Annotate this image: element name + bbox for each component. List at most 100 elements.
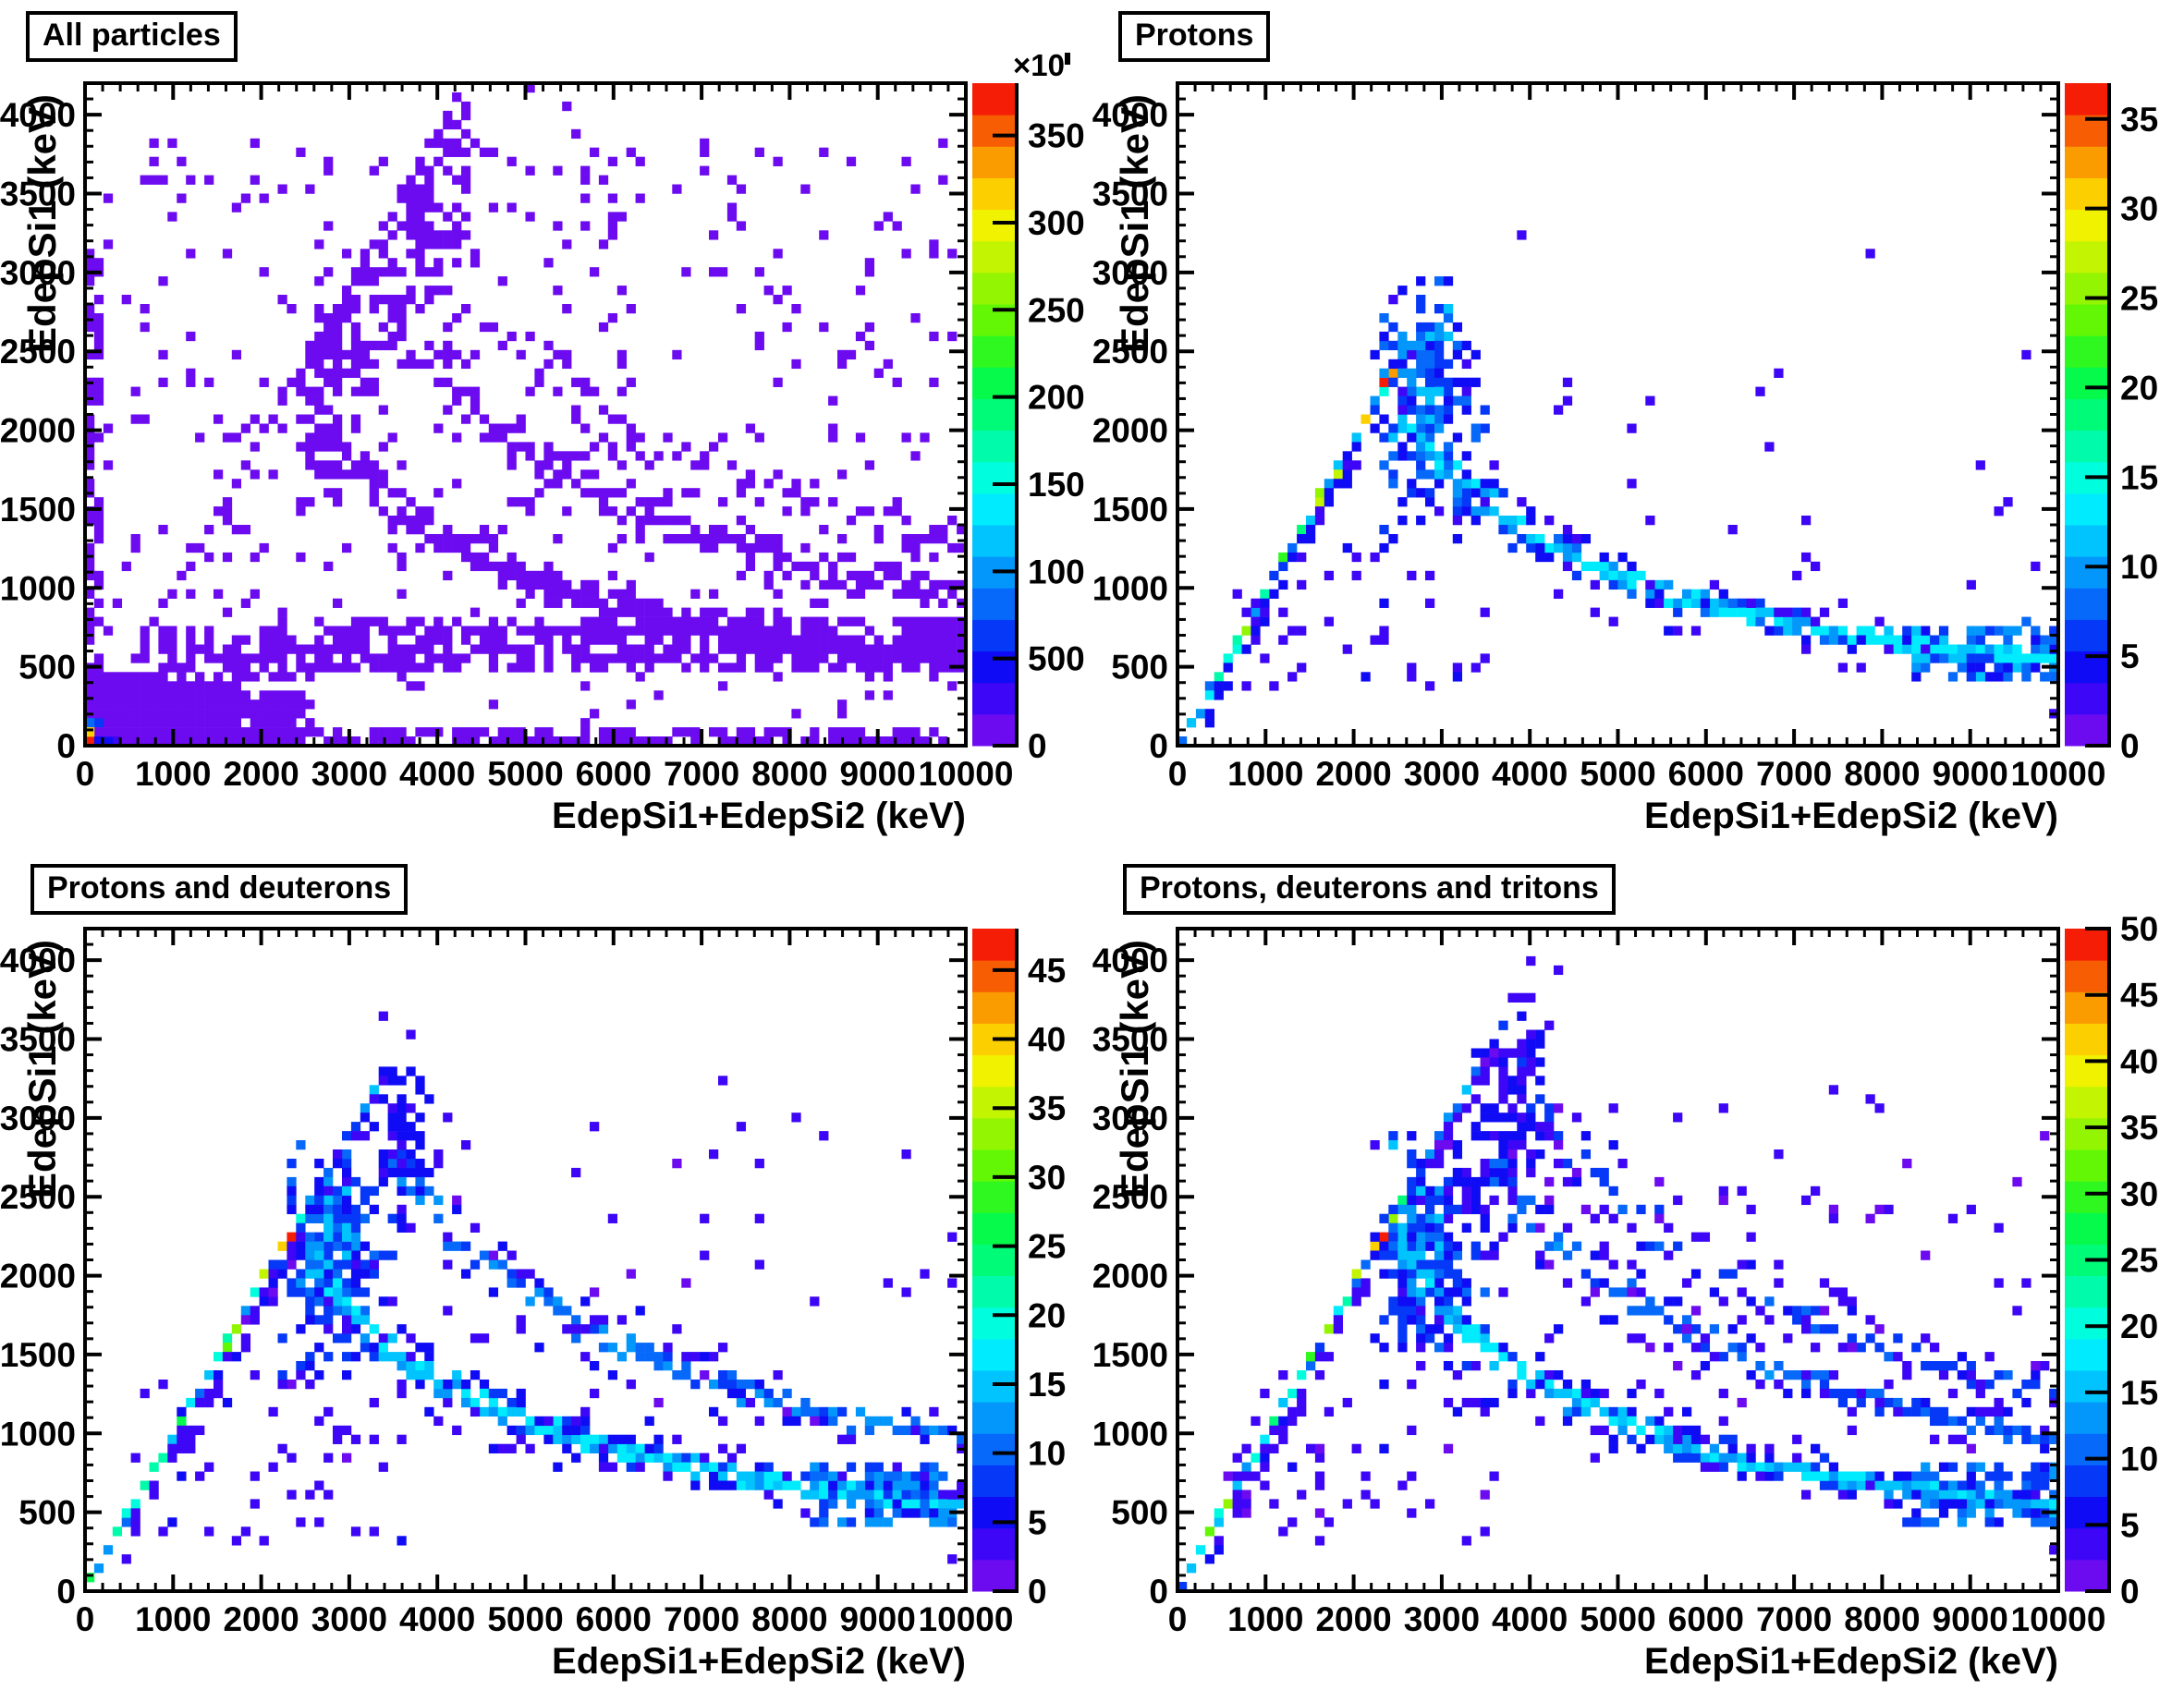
bin: [1554, 405, 1564, 415]
bin: [360, 349, 371, 360]
bin: [415, 1131, 425, 1141]
bin: [892, 1462, 902, 1472]
bin: [1599, 1176, 1609, 1187]
bin: [1443, 469, 1454, 480]
bin: [1664, 598, 1674, 608]
bin: [644, 516, 654, 526]
bin: [85, 626, 95, 636]
bin: [1819, 626, 1830, 636]
bin: [736, 1443, 747, 1453]
bin: [1874, 1103, 1885, 1113]
bin: [378, 442, 388, 452]
bin: [1664, 626, 1674, 636]
bin: [1562, 1278, 1573, 1288]
bin: [342, 313, 352, 323]
bin: [424, 1167, 434, 1178]
bin: [635, 1352, 645, 1362]
bin: [2049, 1499, 2059, 1509]
bin: [85, 727, 95, 737]
bin: [424, 138, 434, 149]
bin: [1994, 626, 2004, 636]
bin: [745, 1397, 756, 1408]
bin: [1975, 663, 1985, 673]
bin: [342, 1232, 352, 1242]
bin: [892, 644, 902, 654]
bin: [810, 1517, 820, 1527]
bin: [782, 506, 792, 517]
bin: [350, 1131, 361, 1141]
bin: [1847, 1471, 1857, 1481]
bin: [929, 635, 939, 645]
bin: [1700, 1453, 1711, 1463]
bin: [543, 258, 554, 268]
bin: [130, 718, 140, 728]
bin: [1443, 1287, 1454, 1297]
bin: [1407, 1508, 1417, 1518]
bin: [837, 1406, 848, 1417]
bin: [543, 653, 554, 663]
bin: [2003, 497, 2013, 507]
bin: [855, 616, 866, 626]
bin: [461, 184, 471, 194]
bin: [957, 644, 967, 654]
bin: [947, 1425, 958, 1436]
bin: [387, 267, 397, 277]
bin: [1434, 1315, 1445, 1325]
bin: [1673, 1241, 1683, 1251]
bin: [186, 561, 196, 572]
bin: [1407, 1250, 1417, 1260]
bin: [387, 1149, 397, 1160]
bin: [222, 644, 233, 654]
bin: [470, 1222, 481, 1233]
bin: [360, 276, 371, 286]
bin: [1480, 1066, 1490, 1076]
bin: [1260, 1388, 1270, 1399]
bin: [929, 626, 939, 636]
bin: [1755, 598, 1765, 608]
bin: [1260, 653, 1270, 663]
bin: [452, 386, 462, 396]
bin: [681, 534, 691, 544]
bin: [1571, 1167, 1582, 1178]
bin: [635, 653, 645, 663]
bin: [883, 212, 893, 222]
bin: [672, 349, 682, 360]
bin: [415, 525, 425, 535]
bin: [616, 644, 628, 654]
bin: [1975, 1406, 1985, 1417]
bin: [470, 644, 481, 654]
bin: [130, 681, 140, 691]
bin: [397, 221, 407, 231]
bin: [1975, 1462, 1985, 1472]
bin: [378, 1011, 388, 1021]
bin: [543, 626, 554, 636]
bin: [415, 212, 425, 222]
bin: [1407, 1176, 1417, 1187]
bin: [1774, 1380, 1784, 1390]
bin: [782, 727, 792, 737]
bin: [103, 718, 114, 728]
bin: [2003, 626, 2013, 636]
bin: [1214, 1536, 1224, 1546]
bin: [745, 1471, 756, 1481]
bin: [323, 653, 334, 663]
bin: [1443, 1361, 1454, 1371]
bin: [1470, 349, 1481, 360]
bin: [929, 249, 939, 259]
bin: [718, 1343, 728, 1353]
bin: [763, 736, 774, 747]
bin: [1535, 1039, 1545, 1049]
bin: [214, 469, 224, 480]
bin: [1388, 1232, 1398, 1242]
bin: [240, 598, 251, 608]
x-axis-title: EdepSi1+EdepSi2 (keV): [1644, 796, 2058, 836]
bin: [1407, 1306, 1417, 1316]
bin: [590, 626, 600, 636]
bin: [461, 414, 471, 424]
bin: [1811, 1306, 1821, 1316]
bin: [864, 663, 875, 673]
bin: [607, 653, 618, 663]
colorbar-tick-label: 5: [1028, 1503, 1047, 1541]
bin: [1627, 1333, 1637, 1343]
bin: [690, 626, 701, 636]
